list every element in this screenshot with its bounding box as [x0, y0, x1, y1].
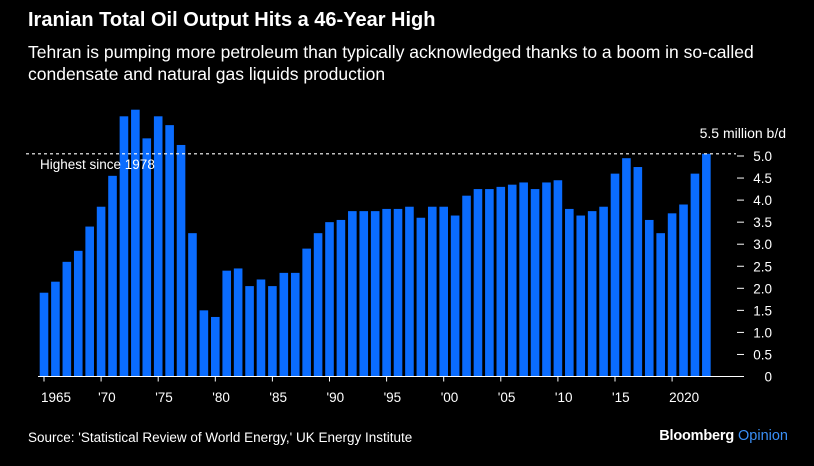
y-tick-label: 3.0	[753, 237, 772, 252]
x-tick-label: '75	[155, 390, 173, 405]
bar-2010	[553, 180, 563, 377]
bar-1998	[416, 217, 426, 377]
bar-1981	[222, 270, 232, 377]
bar-2021	[679, 204, 688, 377]
y-tick-label: 0.5	[753, 347, 772, 362]
x-tick-label: '85	[269, 390, 287, 405]
bar-2022	[690, 173, 700, 377]
y-unit-label: 5.5 million b/d	[700, 125, 786, 141]
bar-1966	[51, 281, 60, 377]
chart-title: Iranian Total Oil Output Hits a 46-Year …	[28, 9, 436, 31]
bar-1995	[382, 208, 391, 377]
bar-2015	[610, 173, 620, 377]
bar-2020	[667, 213, 677, 377]
bar-1997	[405, 206, 414, 377]
bar-2023	[702, 153, 711, 377]
y-tick-label: 1.0	[753, 325, 772, 340]
bar-1965	[39, 292, 49, 377]
bar-1993	[359, 211, 369, 377]
brand-secondary: Opinion	[738, 428, 788, 444]
bar-2002	[462, 195, 471, 377]
bar-1978	[188, 233, 197, 377]
bar-1970	[96, 206, 106, 377]
bar-1971	[108, 175, 117, 377]
reference-line-group: Highest since 1978	[26, 153, 736, 172]
x-tick-label: 2020	[669, 390, 699, 405]
bar-1969	[85, 226, 94, 377]
x-axis: 1965 '70 '75 '80 '85 '90 '95 '00 '05 '10 '15 2020	[38, 376, 737, 405]
y-tick-label: 5.0	[753, 149, 772, 164]
x-tick-label: '90	[327, 390, 345, 405]
bar-2009	[542, 182, 551, 377]
bar-1992	[348, 211, 357, 377]
x-tick-label: '95	[384, 390, 402, 405]
bar-2008	[530, 189, 540, 377]
y-tick-label: 3.5	[753, 215, 772, 230]
bar-2006	[507, 184, 517, 377]
bar-2013	[587, 211, 597, 377]
bar-1975	[153, 116, 163, 377]
y-tick-label: 1.5	[753, 303, 772, 318]
bar-1990	[325, 222, 334, 377]
bar-2018	[644, 219, 654, 377]
bar-series	[39, 109, 711, 377]
x-tick-label: '15	[612, 390, 630, 405]
bar-2000	[439, 206, 448, 377]
bar-2005	[496, 186, 506, 377]
bar-1973	[131, 109, 140, 377]
brand-primary: Bloomberg	[659, 428, 734, 444]
bar-1980	[211, 316, 220, 377]
y-tick-label: 2.5	[753, 259, 772, 274]
bar-1977	[176, 144, 186, 377]
bar-1976	[165, 125, 174, 377]
bar-2014	[599, 206, 608, 377]
bar-2007	[519, 182, 528, 377]
bar-2001	[450, 215, 460, 377]
bar-1991	[336, 219, 346, 377]
y-tick-label: 4.5	[753, 171, 772, 186]
bar-1989	[313, 233, 323, 377]
chart-subtitle: Tehran is pumping more petroleum than ty…	[28, 42, 754, 84]
x-tick-label: '00	[441, 390, 459, 405]
brand-logo: Bloomberg Opinion	[659, 428, 788, 444]
bar-1988	[302, 248, 311, 377]
bar-1986	[279, 272, 289, 377]
bar-1968	[73, 250, 83, 377]
bar-2016	[622, 158, 631, 377]
x-tick-label: '05	[498, 390, 516, 405]
bar-1979	[199, 310, 209, 377]
bar-1984	[256, 279, 266, 377]
bar-1983	[245, 286, 254, 377]
bar-1967	[62, 261, 72, 377]
x-tick-label: '80	[212, 390, 230, 405]
bar-1985	[268, 286, 277, 377]
bar-1994	[370, 211, 380, 377]
bar-2003	[473, 189, 483, 377]
bar-2019	[656, 233, 665, 377]
x-tick-label: '10	[555, 390, 573, 405]
reference-line-label: Highest since 1978	[40, 157, 155, 172]
bar-1996	[393, 208, 403, 377]
y-tick-label: 0	[764, 370, 772, 385]
y-tick-label: 4.0	[753, 193, 772, 208]
bar-1999	[427, 206, 437, 377]
y-tick-label: 2.0	[753, 281, 772, 296]
bar-1982	[233, 268, 243, 377]
bar-2017	[633, 167, 643, 377]
bar-2011	[565, 208, 574, 377]
bar-2012	[576, 215, 586, 377]
x-tick-label: 1965	[41, 390, 71, 405]
source-note: Source: 'Statistical Review of World Ene…	[28, 430, 413, 445]
x-tick-label: '70	[98, 390, 116, 405]
bar-1974	[142, 138, 152, 377]
y-axis: 0 0.5 1.0 1.5 2.0 2.5 3.0 3.5 4.0 4.5 5.0 5.5 milli…	[700, 125, 786, 385]
bar-1972	[119, 116, 129, 377]
bar-2004	[485, 189, 494, 377]
bar-1987	[290, 272, 300, 377]
